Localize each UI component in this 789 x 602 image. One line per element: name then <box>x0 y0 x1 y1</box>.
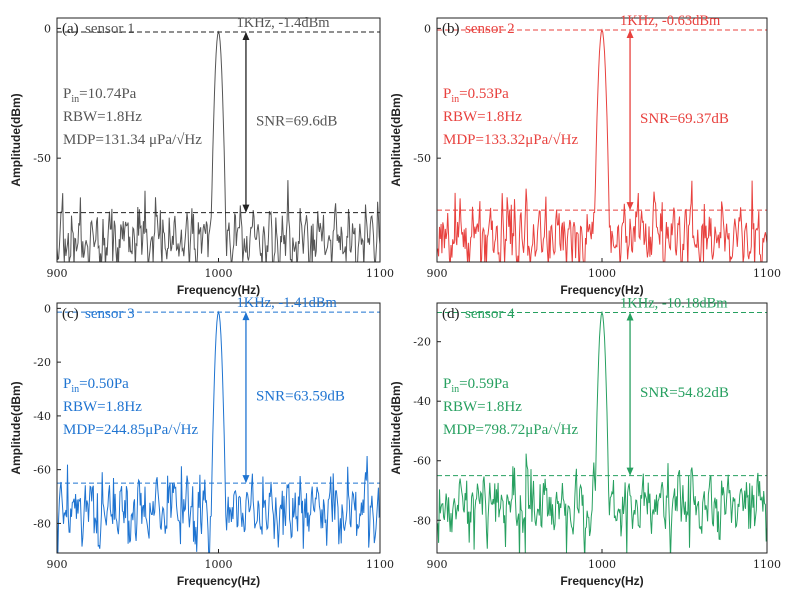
snr-arrow-head-top <box>626 312 634 321</box>
snr-arrow-head-top <box>242 32 250 41</box>
mdp-annotation: MDP=131.34 μPa/√Hz <box>63 132 202 148</box>
chart-panel-3: 900 1000 1100 0 -20 -40 -60 -80 Frequency(Hz) Amp… <box>9 295 394 588</box>
y-tick-label: -50 <box>33 152 51 165</box>
x-axis-title: Frequency(Hz) <box>177 283 260 297</box>
rbw-annotation: RBW=1.8Hz <box>63 109 142 125</box>
spectrum-line <box>57 30 380 262</box>
snr-label: SNR=69.37dB <box>640 111 729 127</box>
peak-label: 1KHz, -0.63dBm <box>620 13 721 29</box>
snr-arrow-head-top <box>242 312 250 321</box>
y-tick-label: -20 <box>33 356 51 369</box>
snr-arrow-head-top <box>626 30 634 39</box>
pin-annotation: Pin=0.59Pa <box>443 376 509 395</box>
x-tick-label: 1100 <box>753 267 781 280</box>
y-tick-label: -80 <box>413 514 431 527</box>
y-tick-label: 0 <box>44 302 51 315</box>
pin-annotation: Pin=0.53Pa <box>443 86 509 105</box>
x-tick-label: 900 <box>427 558 448 571</box>
y-tick-label: -60 <box>413 455 431 468</box>
panel-label: (c) <box>62 306 79 322</box>
x-tick-label: 1000 <box>205 558 233 571</box>
y-axis-title: Amplitude(dBm) <box>389 381 403 474</box>
panel-title: sensor 2 <box>465 21 515 37</box>
snr-label: SNR=63.59dB <box>256 389 345 405</box>
mdp-annotation: MDP=244.85μPa/√Hz <box>63 422 198 438</box>
y-axis-title: Amplitude(dBm) <box>389 93 403 186</box>
x-axis-title: Frequency(Hz) <box>560 574 643 588</box>
y-tick-label: 0 <box>44 22 51 35</box>
y-tick-label: -60 <box>33 464 51 477</box>
snr-arrow-head-bottom <box>626 467 634 476</box>
pin-annotation: Pin=0.50Pa <box>63 376 129 395</box>
x-tick-label: 900 <box>47 558 68 571</box>
y-axis-title: Amplitude(dBm) <box>9 93 23 186</box>
rbw-annotation: RBW=1.8Hz <box>63 399 142 415</box>
panel-label: (a) <box>62 21 79 37</box>
x-tick-label: 1000 <box>588 558 616 571</box>
rbw-annotation: RBW=1.8Hz <box>443 399 522 415</box>
x-tick-label: 1100 <box>366 558 394 571</box>
x-tick-label: 900 <box>47 267 68 280</box>
y-tick-label: -40 <box>413 395 431 408</box>
chart-panel-2: 900 1000 1100 0 -50 Frequency(Hz) Amplitude(dB… <box>389 13 781 297</box>
snr-arrow-head-bottom <box>242 204 250 213</box>
x-axis-title: Frequency(Hz) <box>177 574 260 588</box>
x-tick-label: 900 <box>427 267 448 280</box>
y-tick-label: -20 <box>413 336 431 349</box>
mdp-annotation: MDP=133.32μPa/√Hz <box>443 132 578 148</box>
rbw-annotation: RBW=1.8Hz <box>443 109 522 125</box>
chart-panel-4: 900 1000 1100 -20 -40 -60 -80 Frequency(Hz) Ampl… <box>389 295 781 588</box>
panel-title: sensor 1 <box>85 21 135 37</box>
y-tick-label: 0 <box>424 22 431 35</box>
y-tick-label: -50 <box>413 152 431 165</box>
pin-annotation: Pin=10.74Pa <box>63 86 137 105</box>
y-tick-label: -80 <box>33 517 51 530</box>
x-tick-label: 1100 <box>366 267 394 280</box>
mdp-annotation: MDP=798.72μPa/√Hz <box>443 422 578 438</box>
snr-arrow-head-bottom <box>242 475 250 484</box>
peak-label: 1KHz, -1.41dBm <box>237 295 338 311</box>
snr-label: SNR=69.6dB <box>256 113 337 129</box>
x-tick-label: 1000 <box>588 267 616 280</box>
snr-arrow-head-bottom <box>626 202 634 211</box>
spectrum-line <box>437 28 767 262</box>
x-tick-label: 1100 <box>753 558 781 571</box>
panel-label: (d) <box>442 306 460 322</box>
panel-title: sensor 4 <box>465 306 515 322</box>
panel-title: sensor 3 <box>85 306 135 322</box>
y-axis-title: Amplitude(dBm) <box>9 381 23 474</box>
peak-label: 1KHz, -10.18dBm <box>620 295 728 311</box>
x-axis-title: Frequency(Hz) <box>560 283 643 297</box>
peak-label: 1KHz, -1.4dBm <box>237 15 331 31</box>
panel-label: (b) <box>442 21 460 37</box>
x-tick-label: 1000 <box>205 267 233 280</box>
snr-label: SNR=54.82dB <box>640 385 729 401</box>
y-tick-label: -40 <box>33 410 51 423</box>
chart-panel-1: 900 1000 1100 0 -50 Frequency(Hz) Amplitude(dB… <box>9 15 394 297</box>
